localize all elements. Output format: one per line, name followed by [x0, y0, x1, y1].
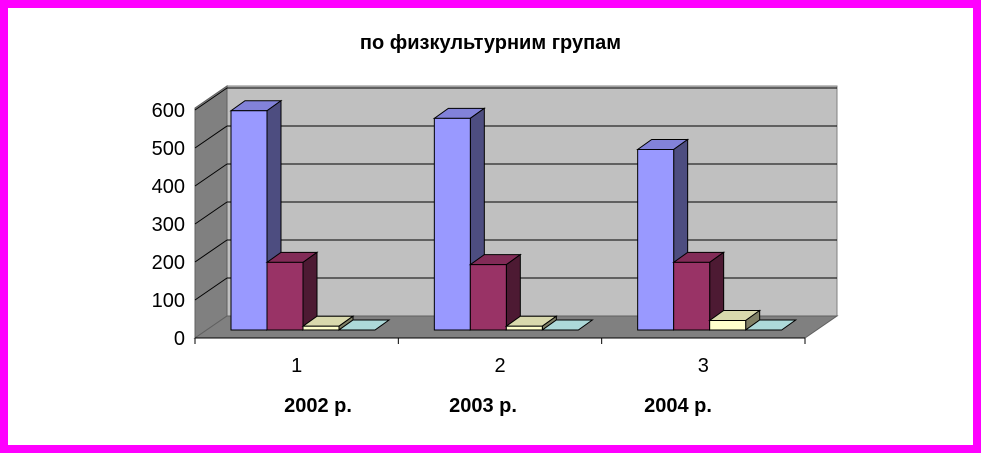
- y-tick-label: 600: [152, 100, 185, 122]
- gridline-side: [194, 201, 228, 225]
- bar: [266, 261, 304, 331]
- bar: [469, 264, 507, 331]
- y-tick-label: 200: [152, 252, 185, 274]
- bar: [302, 325, 340, 331]
- x-tick-label: 1: [291, 355, 302, 377]
- bar: [505, 325, 543, 331]
- year-label: 2002 р.: [284, 395, 352, 417]
- side-wall: [194, 85, 228, 339]
- chart-title: по физкультурним групам: [359, 32, 622, 54]
- bar: [433, 117, 471, 331]
- y-tick-label: 500: [152, 138, 185, 160]
- bar-top: [744, 319, 798, 331]
- back-wall: [226, 85, 838, 317]
- year-label: 2004 р.: [644, 395, 712, 417]
- bar: [230, 110, 268, 331]
- x-tick-label: 3: [698, 355, 709, 377]
- bar-top: [337, 319, 391, 331]
- y-tick-label: 400: [152, 176, 185, 198]
- y-tick-label: 100: [152, 290, 185, 312]
- y-tick-label: 0: [174, 328, 185, 350]
- x-tick-label: 2: [494, 355, 505, 377]
- gridline-side: [194, 163, 228, 187]
- gridline-side: [194, 239, 228, 263]
- bar: [673, 261, 711, 331]
- gridline-side: [194, 87, 228, 111]
- gridline-side: [194, 125, 228, 149]
- year-label: 2003 р.: [449, 395, 517, 417]
- bar: [637, 149, 675, 331]
- gridline-side: [194, 277, 228, 301]
- bar-top: [540, 319, 594, 331]
- y-tick-label: 300: [152, 214, 185, 236]
- bar: [709, 320, 747, 331]
